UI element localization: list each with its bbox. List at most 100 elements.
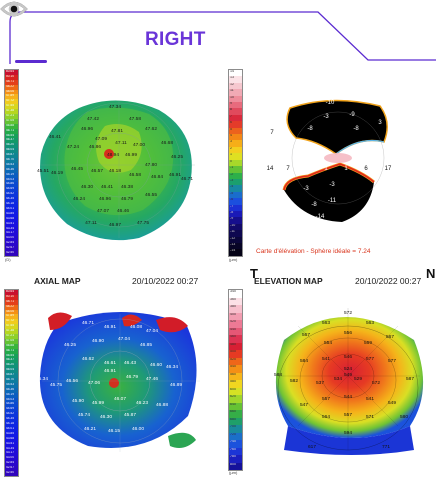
scale-step: 45.70 xyxy=(5,378,18,383)
map-value: 45.51 xyxy=(37,168,49,174)
scale-step: 45.70 xyxy=(5,158,18,163)
map-value: 572 xyxy=(344,310,352,316)
temporal-marker: T xyxy=(250,266,258,281)
map-value: 46.18 xyxy=(109,168,121,174)
map-value: 554 xyxy=(324,340,332,346)
scale-step: 46.04 xyxy=(5,148,18,154)
map-value: 47.04 xyxy=(118,336,130,342)
scale-step: 780 xyxy=(229,455,242,463)
map-value: 46.41 xyxy=(49,134,61,140)
map-value: 46.15 xyxy=(108,428,120,434)
map-value: 17 xyxy=(385,166,392,172)
map-value: 46.97 xyxy=(109,222,121,228)
map-value: 47.81 xyxy=(111,128,123,134)
axial-color-scale: 60.64 50.10 48.71 48.22 48.06 47.89 47.72 47.55… xyxy=(4,69,19,262)
map-value: 45.99 xyxy=(92,400,104,406)
scale-step: 43.51 xyxy=(5,441,18,447)
map-value: 584 xyxy=(300,358,308,364)
map-value: 557 xyxy=(344,412,352,418)
map-value: 47.62 xyxy=(145,126,157,132)
pachymetry-map[interactable]: 572 563 563 556 567 554 569 567 546 541 577 584 577 5… xyxy=(264,300,434,460)
map-value: 569 xyxy=(364,340,372,346)
map-value: 46.71 xyxy=(82,320,94,326)
map-value: 3 xyxy=(316,150,320,156)
scale-step: 47.72 xyxy=(5,99,18,105)
scale-unit: (µm) xyxy=(229,257,238,262)
map-value: 6 xyxy=(364,166,368,172)
map-value: 587 xyxy=(406,376,414,382)
elevation-map-label: ELEVATION MAP xyxy=(254,276,323,286)
map-value: 46.91 xyxy=(169,172,181,178)
map-value: -9 xyxy=(349,112,355,118)
scale-step: 44.86 xyxy=(5,402,18,408)
map-value: -3 xyxy=(323,114,329,120)
map-value: 47.09 xyxy=(95,136,107,142)
scale-step: 45.03 xyxy=(5,177,18,183)
scale-step: 44.35 xyxy=(5,417,18,423)
eye-outline-icon[interactable] xyxy=(0,0,28,18)
map-value: 45.87 xyxy=(124,412,136,418)
axial-map-label: AXIAL MAP xyxy=(34,276,81,286)
scale-step: 43.17 xyxy=(5,231,18,237)
scale-step: 47.05 xyxy=(5,338,18,344)
map-value: 47.11 xyxy=(115,140,127,146)
map-value: 557 xyxy=(322,396,330,402)
scale-step: 50.10 xyxy=(5,294,18,300)
map-value: 588 xyxy=(274,372,282,378)
map-value: 46.96 xyxy=(81,126,93,132)
scale-step: 46.37 xyxy=(5,138,18,144)
map-value: 771 xyxy=(382,444,390,450)
scale-step: 740 xyxy=(229,440,242,448)
map-value: 546 xyxy=(344,354,352,360)
map-value: 46.88 xyxy=(156,402,168,408)
map-value: 46.41 xyxy=(101,184,113,190)
map-value: 46.86 xyxy=(89,144,101,150)
map-value: 563 xyxy=(366,320,374,326)
scale-step: -2 xyxy=(229,172,242,179)
scale-step: 45.87 xyxy=(5,153,18,159)
scale-step: 500 xyxy=(229,350,242,358)
map-value: -8 xyxy=(353,126,359,132)
map-value: 534 xyxy=(334,376,342,382)
scale-step: 44.52 xyxy=(5,412,18,418)
scale-step: 6 xyxy=(229,121,242,128)
scale-step: 47.55 xyxy=(5,324,18,330)
map-value: 46.99 xyxy=(125,152,137,158)
map-value: 549 xyxy=(388,400,396,406)
map-value: 524 xyxy=(344,366,352,372)
scale-step: 400 xyxy=(229,312,242,320)
scale-step: 43.68 xyxy=(5,436,18,442)
map-value: -3 xyxy=(329,182,335,188)
scale-step: 480 xyxy=(229,342,242,350)
scale-step: 44.69 xyxy=(5,407,18,413)
scale-step: 46.88 xyxy=(5,343,18,349)
scale-step: -3 xyxy=(229,178,242,186)
scale-step: -11 xyxy=(229,230,242,237)
scale-step: 11 xyxy=(229,89,242,96)
map-value: 47.42 xyxy=(87,116,99,122)
scale-step: 540 xyxy=(229,365,242,373)
map-value: 541 xyxy=(322,356,330,362)
scale-step: 520 xyxy=(229,357,242,365)
scale-unit: (D) xyxy=(5,257,11,262)
axial-map[interactable]: 47.34 47.42 47.58 47.62 46.96 47.81 47.09 46.41… xyxy=(27,92,207,242)
map-value: 46.60 xyxy=(150,362,162,368)
scale-step: 45.19 xyxy=(5,392,18,398)
map-value: 556 xyxy=(344,330,352,336)
scale-step: 700 xyxy=(229,425,242,433)
scale-step: 680 xyxy=(229,417,242,425)
scale-step: 340 xyxy=(229,290,242,298)
map-value: 12 xyxy=(373,194,380,200)
map-value: 46.57 xyxy=(91,168,103,174)
map-value: 47.75 xyxy=(137,220,149,226)
map-value: 48.94 xyxy=(107,152,119,158)
map-value: 577 xyxy=(388,358,396,364)
scale-step: 44.35 xyxy=(5,197,18,203)
scale-step: 720 xyxy=(229,432,242,440)
scale-step: 640 xyxy=(229,402,242,410)
map-value: 46.56 xyxy=(66,378,78,384)
scale-step: 760 xyxy=(229,447,242,455)
map-value: 5 xyxy=(290,138,294,144)
